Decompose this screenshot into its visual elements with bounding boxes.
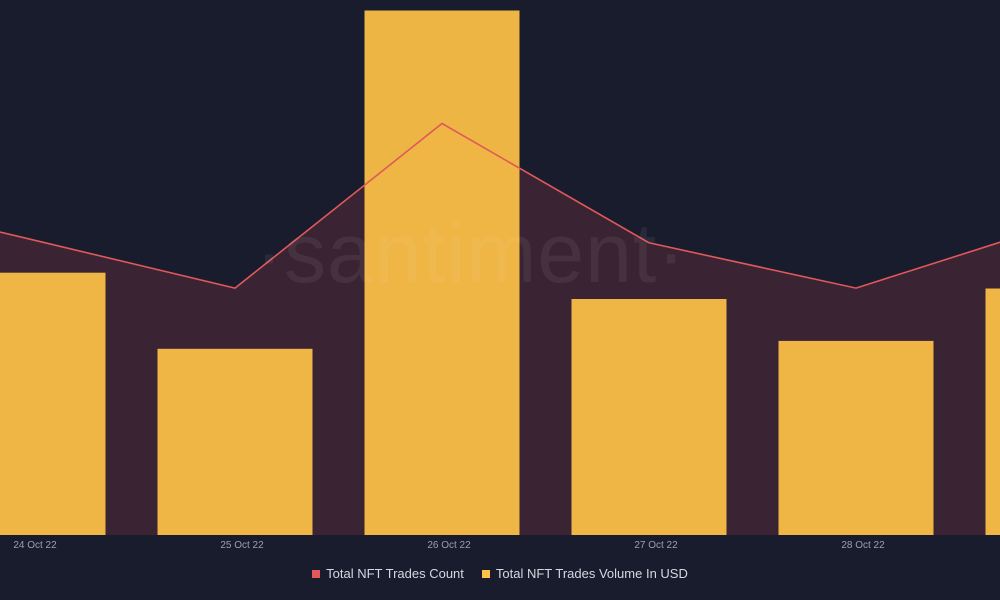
volume-bar: [157, 348, 313, 535]
volume-bar: [0, 272, 106, 535]
volume-bar: [364, 10, 520, 535]
legend: Total NFT Trades Count Total NFT Trades …: [0, 566, 1000, 581]
legend-swatch-trades-count: [312, 569, 321, 578]
volume-bar: [985, 288, 1000, 535]
x-tick-label: 24 Oct 22: [13, 540, 57, 551]
x-tick-label: 28 Oct 22: [841, 540, 885, 551]
legend-swatch-trades-volume: [481, 569, 490, 578]
legend-label-trades-count: Total NFT Trades Count: [326, 566, 464, 581]
legend-item-trades-count[interactable]: Total NFT Trades Count: [312, 566, 464, 581]
volume-bar: [778, 340, 934, 535]
volume-bar: [571, 299, 727, 535]
legend-label-trades-volume: Total NFT Trades Volume In USD: [495, 566, 688, 581]
trades-count-line: [0, 122, 1000, 289]
x-tick-label: 26 Oct 22: [427, 540, 471, 551]
x-tick-label: 25 Oct 22: [220, 540, 264, 551]
legend-item-trades-volume[interactable]: Total NFT Trades Volume In USD: [481, 566, 688, 581]
x-tick-label: 27 Oct 22: [634, 540, 678, 551]
